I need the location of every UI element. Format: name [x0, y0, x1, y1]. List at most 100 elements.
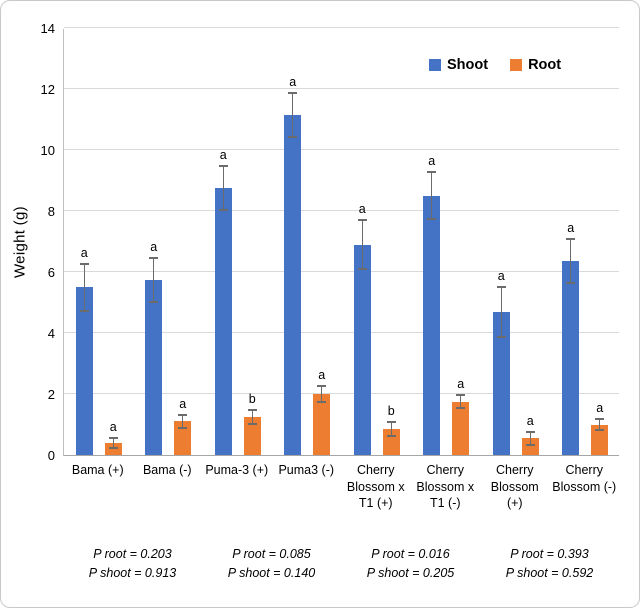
error-bar-cap-top [79, 262, 89, 265]
gridline [64, 332, 619, 333]
category-label-5: Cherry Blossom x T1 (+) [346, 463, 405, 510]
legend-swatch-shoot [429, 59, 441, 71]
error-bar-cap-bottom [386, 434, 396, 437]
error-bar-stem [500, 285, 502, 338]
significance-letter: a [219, 148, 227, 163]
significance-letter: a [457, 377, 465, 391]
error-bar-cap-top [595, 418, 605, 421]
significance-letter: a [526, 413, 534, 428]
p-value-line: P shoot = 0.913 [88, 565, 177, 580]
gridline [64, 88, 619, 89]
error-bar [427, 171, 437, 221]
significance-letter: a [567, 221, 575, 236]
error-bar-cap-top [496, 285, 506, 288]
error-bar-cap-bottom [149, 300, 159, 303]
bar-root-7 [521, 438, 539, 455]
error-bar-cap-bottom [317, 401, 327, 404]
error-bar-cap-top [386, 421, 396, 424]
error-bar-stem [361, 218, 363, 271]
x-axis-category-labels: Bama (+) Bama (-) Puma-3 (+) Puma3 (-) Cherr… [63, 462, 619, 512]
legend-label-root: Root [528, 57, 562, 73]
bar-shoot-7 [492, 311, 510, 455]
legend-item-root: Root [510, 57, 561, 73]
y-tick-label: 12 [40, 82, 55, 97]
error-bar-cap-top [427, 171, 437, 174]
error-bar-stem [431, 171, 433, 221]
error-bar [595, 418, 605, 431]
error-bar-stem [153, 256, 155, 303]
significance-letter: a [428, 154, 436, 169]
y-tick-label: 2 [47, 387, 55, 402]
error-bar-cap-top [218, 165, 228, 168]
error-bar-cap-top [456, 394, 466, 396]
category-label-7: Cherry Blossom (+) [490, 463, 539, 510]
legend: Shoot Root [429, 57, 561, 73]
p-value-group-4: P root = 0.393 P shoot = 0.592 [480, 545, 619, 583]
error-bar [79, 262, 89, 312]
bar-shoot-3 [214, 188, 232, 455]
bar-root-1 [104, 442, 122, 455]
legend-swatch-root [510, 59, 523, 71]
significance-letter: a [150, 239, 158, 254]
gridline [64, 271, 619, 272]
significance-letter: a [318, 367, 326, 382]
gridline [64, 27, 619, 28]
error-bar-cap-bottom [178, 427, 188, 430]
error-bar [247, 409, 257, 425]
p-value-line: P shoot = 0.205 [366, 565, 455, 580]
error-bar [566, 238, 576, 285]
bar-shoot-8 [562, 261, 580, 455]
bar-root-2 [174, 421, 192, 455]
significance-letter: a [596, 401, 604, 416]
y-tick-label: 14 [40, 21, 55, 36]
error-bar-cap-bottom [288, 135, 298, 138]
error-bar-stem [251, 409, 253, 425]
bar-shoot-5 [353, 244, 371, 455]
bar-root-8 [591, 424, 609, 455]
y-tick-label: 10 [40, 143, 55, 158]
error-bar [149, 256, 159, 303]
error-bar [456, 394, 466, 410]
error-bar-stem [390, 421, 392, 437]
p-value-group-1: P root = 0.203 P shoot = 0.913 [63, 545, 202, 583]
y-tick-label: 0 [47, 448, 55, 463]
error-bar-cap-bottom [108, 446, 118, 449]
gridline [64, 210, 619, 211]
category-label-3: Puma-3 (+) [205, 463, 269, 477]
error-bar [496, 285, 506, 338]
error-bar-cap-top [149, 256, 159, 259]
category-label-1: Bama (+) [71, 463, 124, 477]
category-label-2: Bama (-) [142, 463, 192, 477]
error-bar-cap-bottom [566, 282, 576, 285]
error-bar-cap-bottom [456, 407, 466, 410]
error-bar [108, 436, 118, 449]
legend-item-shoot: Shoot [429, 57, 488, 73]
error-bar [218, 165, 228, 211]
significance-letter: a [289, 75, 297, 90]
significance-letter: a [109, 419, 117, 434]
error-bar-cap-top [178, 413, 188, 416]
plot-area: a a a a a b a a a b a a a a a a [63, 27, 619, 456]
error-bar-stem [321, 384, 323, 404]
error-bar [357, 218, 367, 271]
error-bar-stem [182, 413, 184, 430]
error-bar-cap-bottom [525, 443, 535, 446]
error-bar-cap-top [566, 238, 576, 241]
p-value-group-2: P root = 0.085 P shoot = 0.140 [202, 545, 341, 583]
error-bar [288, 92, 298, 138]
significance-letter: a [179, 396, 187, 411]
significance-letter: a [358, 201, 366, 216]
error-bar-stem [570, 238, 572, 285]
error-bar-stem [222, 165, 224, 211]
bar-shoot-4 [284, 114, 302, 455]
error-bar [386, 421, 396, 437]
gridline [64, 393, 619, 394]
y-tick-label: 8 [47, 204, 55, 219]
error-bar-stem [460, 394, 462, 410]
error-bar [178, 413, 188, 430]
category-label-4: Puma3 (-) [278, 463, 335, 477]
bar-root-4 [313, 394, 331, 455]
category-label-8: Cherry Blossom (-) [552, 463, 617, 494]
error-bar-cap-top [525, 430, 535, 433]
p-value-line: P shoot = 0.140 [227, 565, 316, 580]
